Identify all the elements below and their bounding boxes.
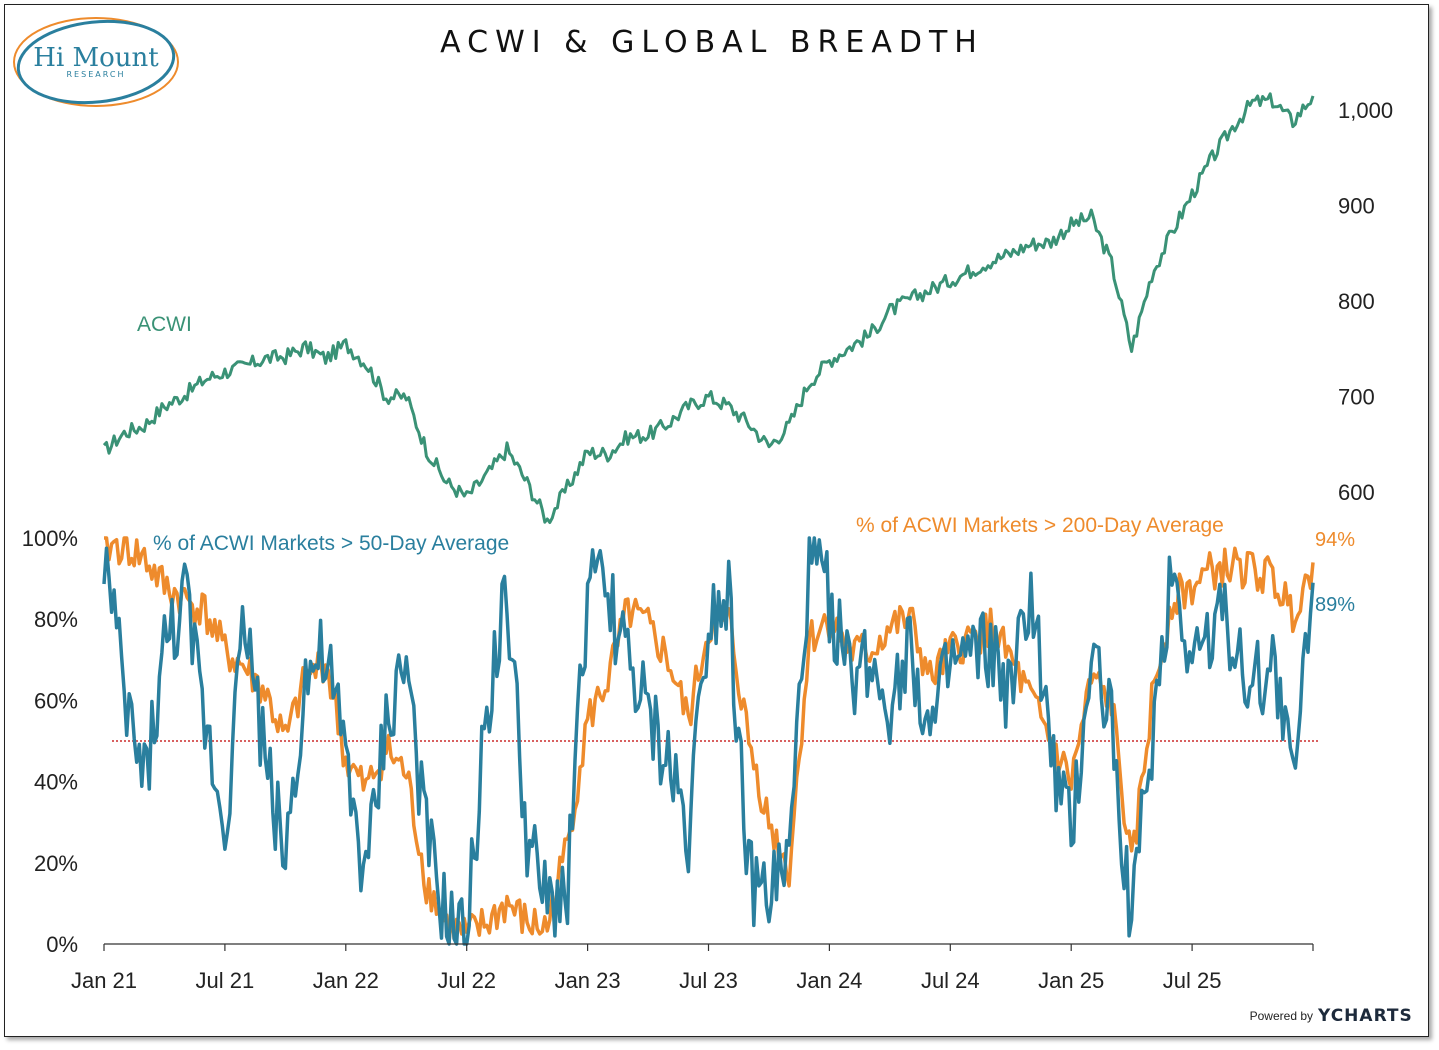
x-axis: Jan 21 Jul 21 Jan 22 Jul 22 Jan 23 Jul 23 Jan … xyxy=(71,943,1314,993)
ma200-series-label: % of ACWI Markets > 200-Day Average xyxy=(856,514,1224,537)
ycharts-brand: YCHARTS xyxy=(1317,1006,1413,1026)
x-tick-label: Jan 22 xyxy=(313,968,379,993)
lower-panel-axis: 100% 80% 60% 40% 20% 0% xyxy=(22,526,78,957)
x-tick-label: Jan 23 xyxy=(555,968,621,993)
logo-sub: RESEARCH xyxy=(67,70,126,79)
x-tick-label: Jul 25 xyxy=(1163,968,1222,993)
acwi-series-label: ACWI xyxy=(137,313,192,336)
lower-y-tick-label: 60% xyxy=(34,688,78,713)
ma50-last-value: 89% xyxy=(1315,594,1355,616)
ma200-last-value: 94% xyxy=(1315,529,1355,551)
x-tick-label: Jul 24 xyxy=(921,968,980,993)
upper-y-tick-label: 700 xyxy=(1338,385,1375,410)
lower-y-tick-label: 80% xyxy=(34,607,78,632)
x-tick-label: Jul 21 xyxy=(196,968,255,993)
ma50-series-line xyxy=(102,536,1315,946)
x-tick-label: Jan 21 xyxy=(71,968,137,993)
chart-frame xyxy=(4,4,1429,1037)
lower-y-tick-label: 20% xyxy=(34,851,78,876)
logo-name: Hi Mount xyxy=(33,43,159,73)
ma200-series-line xyxy=(104,536,1315,943)
acwi-series-line xyxy=(102,92,1315,524)
logo: Hi Mount RESEARCH xyxy=(13,17,179,107)
chart-title: ACWI & GLOBAL BREADTH xyxy=(440,25,984,60)
lower-y-tick-label: 0% xyxy=(46,932,78,957)
powered-by-label: Powered by xyxy=(1250,1009,1313,1023)
lower-y-tick-label: 40% xyxy=(34,770,78,795)
x-tick-label: Jan 24 xyxy=(796,968,862,993)
ma50-series-label: % of ACWI Markets > 50-Day Average xyxy=(153,532,509,555)
upper-y-tick-label: 900 xyxy=(1338,194,1375,219)
upper-panel-axis: 1,000 900 800 700 600 xyxy=(1338,98,1393,505)
x-tick-label: Jan 25 xyxy=(1038,968,1104,993)
upper-y-tick-label: 800 xyxy=(1338,289,1375,314)
upper-y-tick-label: 1,000 xyxy=(1338,98,1393,123)
upper-y-tick-label: 600 xyxy=(1338,480,1375,505)
x-tick-label: Jul 22 xyxy=(437,968,496,993)
lower-y-tick-label: 100% xyxy=(22,526,78,551)
x-tick-label: Jul 23 xyxy=(679,968,738,993)
